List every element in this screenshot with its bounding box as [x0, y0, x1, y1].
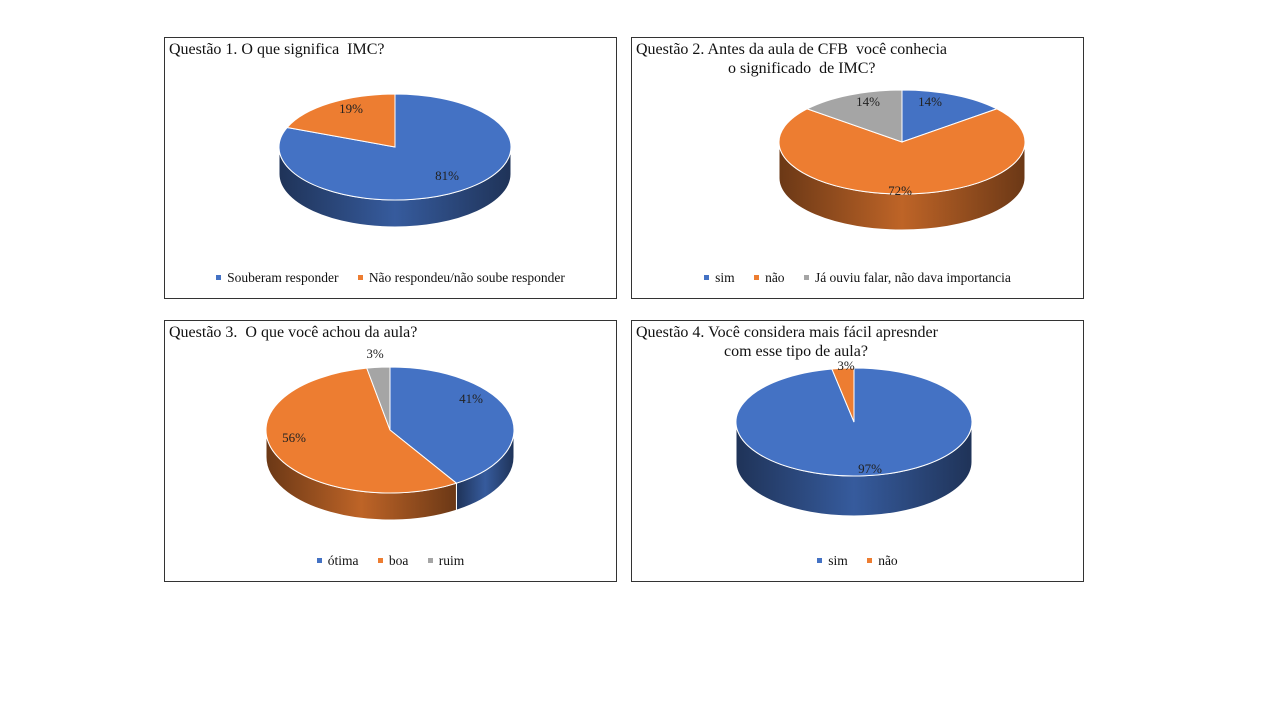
legend-label: ótima — [327, 553, 359, 568]
chart-title-line: com esse tipo de aula? — [724, 343, 868, 360]
pie-chart: 81% 19% — [278, 93, 512, 228]
legend-item: ruim — [427, 553, 465, 569]
legend-label: Souberam responder — [227, 270, 339, 285]
pie-chart: 14% 72% 14% — [778, 89, 1026, 231]
chart-title-line: Questão 3. O que você achou da aula? — [169, 324, 418, 341]
chart-title-line: Questão 2. Antes da aula de CFB você con… — [636, 41, 948, 58]
data-label: 14% — [918, 94, 942, 109]
pie-slice — [278, 93, 512, 201]
data-label: 19% — [339, 101, 363, 116]
legend-label: ruim — [438, 553, 465, 568]
pie-slice — [286, 93, 396, 148]
chart-title: Questão 4. Você considera mais fácil apr… — [636, 323, 938, 361]
data-label: 41% — [459, 391, 483, 406]
legend-swatch — [867, 558, 873, 564]
chart-title: Questão 2. Antes da aula de CFB você con… — [636, 40, 947, 78]
legend-swatch — [754, 275, 760, 281]
pie-chart: 41% 56% 3% — [265, 346, 515, 521]
legend-swatch — [377, 558, 383, 564]
legend-label: sim — [828, 553, 848, 568]
pie-slice — [831, 367, 855, 423]
chart-legend: sim não Já ouviu falar, não dava importa… — [632, 270, 1083, 286]
legend-swatch — [817, 558, 823, 564]
legend-item: Souberam responder — [216, 270, 338, 286]
legend-item: ótima — [316, 553, 359, 569]
legend-item: Não respondeu/não soube responder — [357, 270, 565, 286]
chart-title: Questão 1. O que significa IMC? — [169, 40, 385, 59]
legend-swatch — [704, 275, 710, 281]
data-label: 56% — [282, 430, 306, 445]
chart-panel-q1: Questão 1. O que significa IMC? 81% 19% S… — [164, 37, 617, 299]
pie-slice — [366, 366, 391, 431]
chart-legend: Souberam responder Não respondeu/não sou… — [165, 270, 616, 286]
legend-label: Já ouviu falar, não dava importancia — [814, 270, 1011, 285]
chart-title-line: Questão 1. O que significa IMC? — [169, 41, 385, 58]
legend-label: sim — [715, 270, 735, 285]
data-label: 72% — [888, 183, 912, 198]
chart-legend: sim não — [632, 553, 1083, 569]
legend-swatch — [803, 275, 809, 281]
legend-item: Já ouviu falar, não dava importancia — [803, 270, 1011, 286]
legend-swatch — [216, 275, 222, 281]
legend-label: não — [878, 553, 898, 568]
legend-item: sim — [817, 553, 848, 569]
legend-item: boa — [377, 553, 409, 569]
legend-swatch — [357, 275, 363, 281]
data-label: 81% — [435, 168, 459, 183]
legend-swatch — [427, 558, 433, 564]
pie-slice — [778, 108, 1026, 195]
chart-panel-q2: Questão 2. Antes da aula de CFB você con… — [631, 37, 1084, 299]
data-label: 14% — [856, 94, 880, 109]
pie-slice — [805, 89, 903, 143]
chart-title-line: Questão 4. Você considera mais fácil apr… — [636, 324, 938, 341]
chart-legend: ótima boa ruim — [165, 553, 616, 569]
pie-slice — [901, 89, 999, 143]
chart-panel-q3: Questão 3. O que você achou da aula? 41%… — [164, 320, 617, 582]
legend-label: não — [765, 270, 785, 285]
legend-label: Não respondeu/não soube responder — [368, 270, 565, 285]
data-label: 97% — [858, 461, 882, 476]
chart-title: Questão 3. O que você achou da aula? — [169, 323, 417, 342]
data-label: 3% — [837, 358, 855, 373]
legend-label: boa — [388, 553, 409, 568]
legend-item: sim — [704, 270, 735, 286]
chart-title-line: o significado de IMC? — [728, 60, 876, 77]
legend-item: não — [867, 553, 898, 569]
pie-chart: 97% 3% — [735, 358, 973, 517]
pie-slice — [389, 366, 515, 484]
pie-slice — [265, 367, 458, 494]
chart-panel-q4: Questão 4. Você considera mais fácil apr… — [631, 320, 1084, 582]
data-label: 3% — [366, 346, 384, 361]
legend-item: não — [754, 270, 785, 286]
legend-swatch — [316, 558, 322, 564]
